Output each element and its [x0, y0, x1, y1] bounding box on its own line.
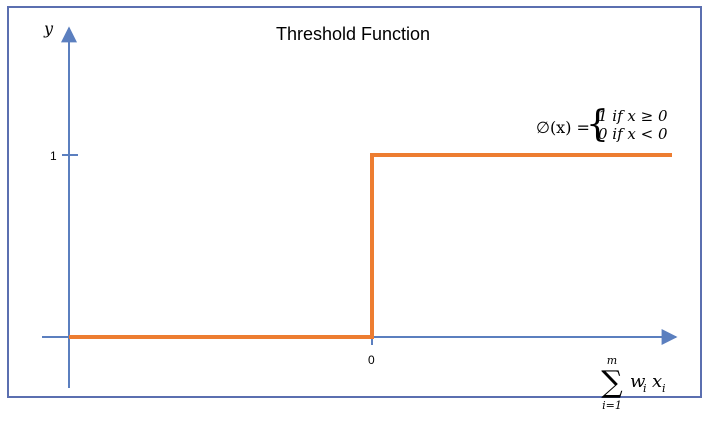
sum-body-x: x — [652, 371, 662, 392]
chart-title: Threshold Function — [276, 24, 430, 44]
annotation-case-1: 1 if x ≥ 0 — [598, 107, 668, 125]
annotation-case-2: 0 if x < 0 — [598, 125, 668, 143]
sum-sub-i-2: i — [662, 382, 666, 395]
x-tick-label-0: 0 — [368, 353, 375, 367]
y-tick-label-1: 1 — [50, 149, 57, 163]
chart-frame — [7, 6, 702, 398]
sum-upper-limit: m — [607, 354, 617, 367]
y-axis-label: y — [43, 19, 54, 38]
series-line-threshold — [69, 153, 672, 339]
annotation-brace: { — [586, 104, 609, 145]
sum-sub-i-1: i — [643, 382, 647, 395]
sum-symbol: ∑ — [601, 365, 623, 400]
sum-lower-limit: i=1 — [602, 399, 622, 412]
sum-body-w: w — [630, 371, 646, 392]
annotation-lhs: ∅(x) = — [536, 118, 590, 137]
